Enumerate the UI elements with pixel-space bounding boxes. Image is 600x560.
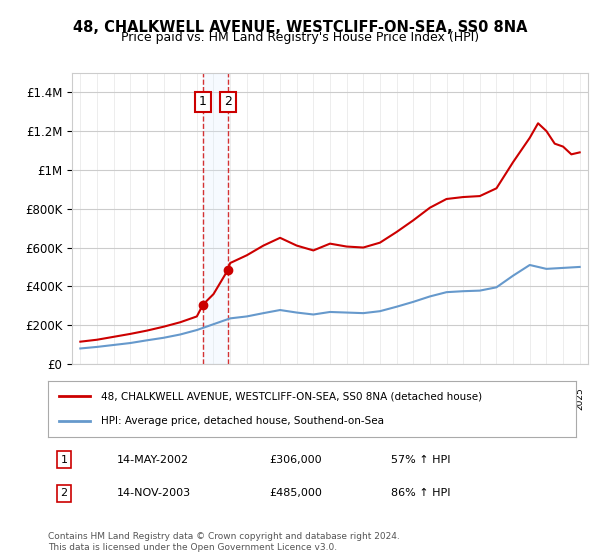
Text: £306,000: £306,000: [270, 455, 322, 465]
Text: 2006: 2006: [259, 388, 268, 410]
Text: 2020: 2020: [492, 388, 501, 410]
Text: 2012: 2012: [359, 388, 368, 410]
Text: 14-MAY-2002: 14-MAY-2002: [116, 455, 189, 465]
Text: 2015: 2015: [409, 388, 418, 410]
Text: 48, CHALKWELL AVENUE, WESTCLIFF-ON-SEA, SS0 8NA (detached house): 48, CHALKWELL AVENUE, WESTCLIFF-ON-SEA, …: [101, 391, 482, 402]
Text: 2002: 2002: [193, 388, 202, 410]
Text: 2025: 2025: [575, 388, 584, 410]
Text: 1996: 1996: [92, 388, 101, 410]
Text: 2003: 2003: [209, 388, 218, 410]
Text: 2022: 2022: [525, 388, 534, 410]
Text: 2019: 2019: [475, 388, 484, 410]
Text: 2024: 2024: [559, 388, 568, 410]
Text: 2014: 2014: [392, 388, 401, 410]
Text: 2009: 2009: [309, 388, 318, 410]
Text: 2000: 2000: [159, 388, 168, 410]
Text: 48, CHALKWELL AVENUE, WESTCLIFF-ON-SEA, SS0 8NA: 48, CHALKWELL AVENUE, WESTCLIFF-ON-SEA, …: [73, 20, 527, 35]
Text: 2: 2: [224, 95, 232, 109]
Text: 86% ↑ HPI: 86% ↑ HPI: [391, 488, 451, 498]
Text: 2001: 2001: [176, 388, 185, 410]
Text: 1999: 1999: [142, 388, 151, 410]
Text: 57% ↑ HPI: 57% ↑ HPI: [391, 455, 451, 465]
Text: HPI: Average price, detached house, Southend-on-Sea: HPI: Average price, detached house, Sout…: [101, 416, 384, 426]
Text: 1: 1: [199, 95, 207, 109]
Text: 2013: 2013: [376, 388, 385, 410]
Text: 2018: 2018: [458, 388, 467, 410]
Text: 2007: 2007: [275, 388, 284, 410]
Text: 1995: 1995: [76, 388, 85, 410]
Text: 2: 2: [60, 488, 67, 498]
Text: 2016: 2016: [425, 388, 434, 410]
Text: 1998: 1998: [126, 388, 135, 410]
Text: £485,000: £485,000: [270, 488, 323, 498]
Text: 2005: 2005: [242, 388, 251, 410]
Text: 2008: 2008: [292, 388, 301, 410]
Text: Contains HM Land Registry data © Crown copyright and database right 2024.
This d: Contains HM Land Registry data © Crown c…: [48, 532, 400, 552]
Text: 2017: 2017: [442, 388, 451, 410]
Text: Price paid vs. HM Land Registry's House Price Index (HPI): Price paid vs. HM Land Registry's House …: [121, 31, 479, 44]
Text: 2021: 2021: [509, 388, 518, 410]
Text: 14-NOV-2003: 14-NOV-2003: [116, 488, 191, 498]
Text: 2023: 2023: [542, 388, 551, 410]
Text: 1: 1: [61, 455, 67, 465]
Bar: [203, 73, 228, 364]
Text: 2010: 2010: [325, 388, 335, 410]
Text: 2011: 2011: [342, 388, 351, 410]
Text: 1997: 1997: [109, 388, 118, 410]
Text: 2004: 2004: [226, 388, 235, 410]
